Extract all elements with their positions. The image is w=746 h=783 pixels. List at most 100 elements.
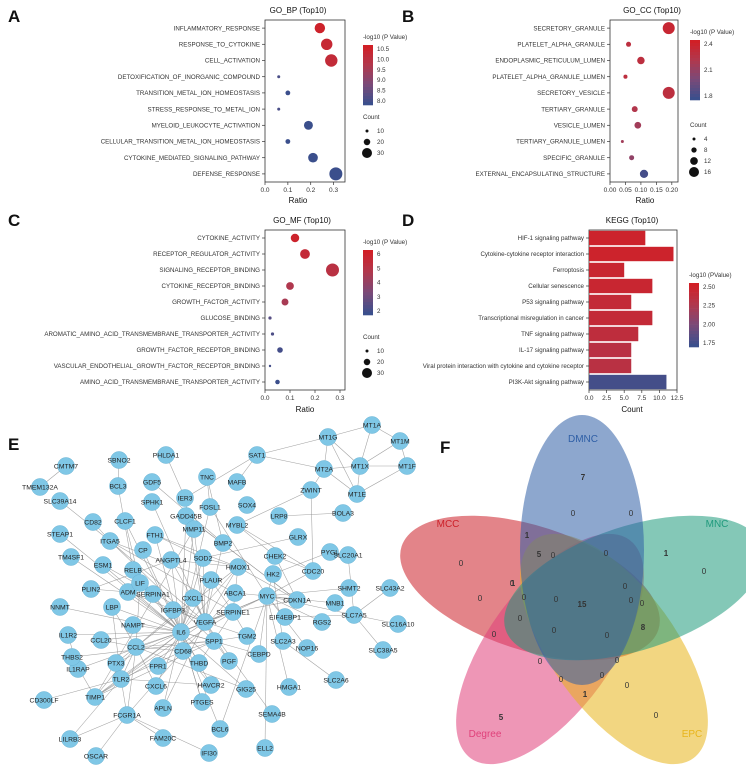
network-node-label: RGS2 [313, 619, 332, 626]
network-node-label: PYGL [321, 549, 339, 556]
data-point [634, 121, 642, 129]
category-label: Cellular senescence [528, 283, 584, 290]
network-node-label: PLIN2 [82, 586, 101, 593]
size-legend-label: 20 [377, 359, 384, 366]
network-node-label: FAM20C [150, 735, 177, 742]
venn-region-count: 0 [559, 675, 564, 684]
network-node [270, 507, 288, 525]
size-legend-dot [363, 138, 371, 146]
colorbar-tick-label: 10.5 [377, 46, 390, 53]
size-legend-label: 30 [377, 150, 384, 157]
size-legend-label: 4 [704, 136, 708, 143]
network-edge [67, 631, 182, 636]
category-label: STRESS_RESPONSE_TO_METAL_ION [147, 106, 260, 113]
colorbar-title: -log10 (P Value) [690, 29, 734, 36]
network-node-label: ITGA5 [100, 538, 120, 545]
network-node [228, 473, 246, 491]
colorbar-tick-label: 5 [377, 265, 381, 272]
network-node [315, 460, 333, 478]
category-label: RESPONSE_TO_CYTOKINE [179, 42, 260, 49]
category-label: VASCULAR_ENDOTHELIAL_GROWTH_FACTOR_RECEP… [54, 363, 260, 370]
network-node-label: MMP11 [183, 526, 206, 533]
data-point [629, 155, 635, 161]
colorbar-segment [690, 76, 700, 80]
network-node [276, 608, 294, 626]
category-label: CYTOKINE_RECEPTOR_BINDING [162, 283, 261, 290]
venn-region-count: 0 [571, 509, 576, 518]
colorbar-segment [363, 282, 373, 287]
network-node [62, 548, 80, 566]
colorbar-segment [689, 311, 699, 316]
data-point [620, 140, 624, 143]
network-node [51, 492, 69, 510]
colorbar-segment [363, 266, 373, 270]
network-node-label: TLR2 [113, 676, 130, 683]
network-node-label: ZWINT [300, 487, 322, 494]
network-node-label: FPR1 [149, 663, 167, 670]
panel-letter-b: B [402, 7, 414, 26]
network-edge [154, 534, 204, 559]
data-point [277, 75, 281, 79]
colorbar-segment [363, 295, 373, 300]
network-edge [272, 551, 331, 575]
network-edge [115, 631, 182, 664]
category-label: Cytokine-cytokine receptor interaction [480, 251, 584, 258]
panel-d: D KEGG (Top10) Count 0.0 2.5 5.0 7.5 10.0 12.… [402, 211, 732, 414]
network-node-label: ABCA1 [224, 590, 247, 597]
network-edge [266, 595, 355, 616]
colorbar-segment [363, 276, 373, 280]
network-node [326, 594, 344, 612]
colorbar-segment [363, 72, 373, 76]
category-label: IL-17 signaling pathway [519, 347, 585, 354]
network-node [280, 678, 298, 696]
network-edge [127, 591, 182, 633]
venn-label-mnc: MNC [706, 519, 729, 530]
network-edge [310, 489, 314, 572]
network-edge [102, 564, 182, 633]
network-node [201, 498, 219, 516]
x-tick-label: 7.5 [637, 395, 646, 402]
network-node-label: TGM2 [238, 633, 257, 640]
data-point [662, 22, 675, 35]
category-label: P53 signaling pathway [522, 299, 585, 306]
colorbar-segment [363, 269, 373, 274]
network-edge [135, 582, 141, 648]
venn-region-count: 0 [629, 509, 634, 518]
network-node [118, 706, 136, 724]
network-node-label: CLCF1 [114, 518, 136, 525]
network-node [258, 587, 276, 605]
network-node-label: HAVCR2 [197, 682, 224, 689]
network-node-label: CDC20 [302, 568, 325, 575]
colorbar-segment [689, 292, 699, 297]
x-tick-label: 0.1 [285, 395, 294, 402]
network-node-label: APLN [154, 705, 172, 712]
network-nodes: MT1A MT1G MT1M MT1X MT2A MT1F MT1E ZWINT SAT1 PHL… [22, 416, 416, 765]
venn-set-dmnc [520, 415, 644, 685]
network-edge [94, 646, 137, 698]
network-node [200, 744, 218, 762]
colorbar-title: -log10 (P Value) [363, 34, 407, 41]
category-label: EXTERNAL_ENCAPSULATING_STRUCTURE [475, 171, 605, 178]
data-point [321, 38, 333, 51]
network-node-label: PHLDA1 [153, 452, 180, 459]
category-label: PI3K-Akt signaling pathway [509, 379, 585, 386]
size-legend-dot [362, 148, 372, 158]
panel-letter-f: F [440, 438, 450, 457]
network-node-label: CHEK2 [264, 553, 287, 560]
network-node-label: CEBPD [247, 651, 271, 658]
colorbar-title: -log10 (PValue) [689, 272, 732, 279]
network-node [205, 632, 223, 650]
colorbar-segment [363, 298, 373, 303]
network-edge [236, 489, 312, 526]
colorbar-tick-label: 8.5 [377, 88, 386, 95]
x-tick-label: 0.0 [584, 395, 593, 402]
network-node [313, 613, 331, 631]
data-point [626, 41, 632, 47]
network-node [374, 641, 392, 659]
network-node [35, 691, 53, 709]
colorbar-segment [363, 93, 373, 97]
colorbar-segment [690, 49, 700, 53]
colorbar-segment [363, 285, 373, 290]
colorbar-segment [363, 63, 373, 67]
network-edge [170, 559, 182, 633]
